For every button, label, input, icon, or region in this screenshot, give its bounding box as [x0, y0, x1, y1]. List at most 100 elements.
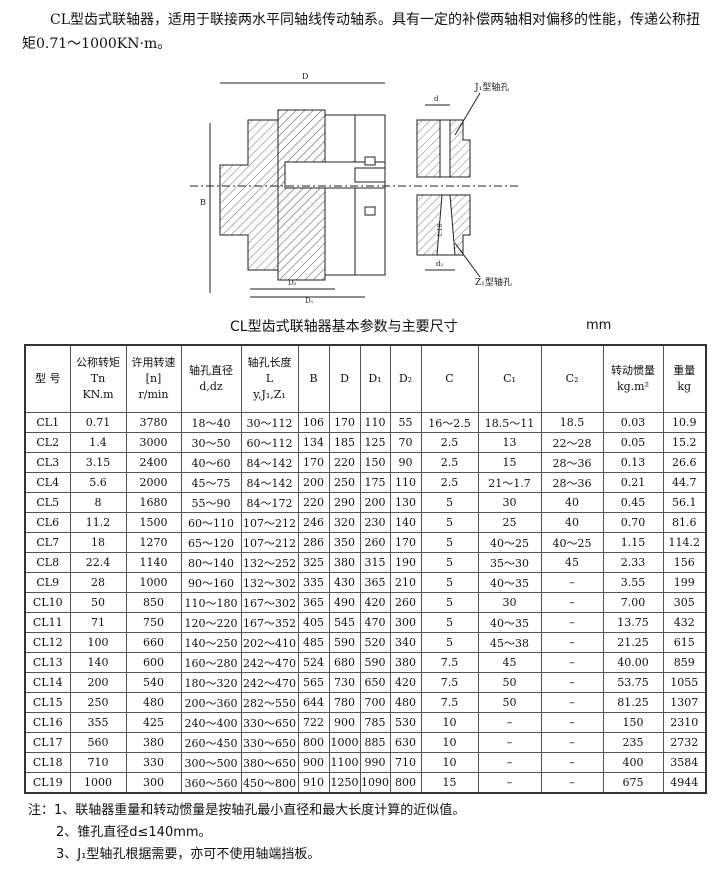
table-cell: 30～50: [180, 432, 242, 453]
table-cell: 242～470: [240, 652, 299, 673]
table-cell: 400: [602, 752, 664, 773]
table-cell: 5.6: [69, 472, 127, 493]
column-header-line: 轴孔直径: [189, 364, 233, 377]
column-header-line: kg: [677, 380, 692, 393]
table-cell: 11.2: [69, 512, 127, 533]
svg-text:D₁: D₁: [305, 297, 314, 305]
table-cell: 5: [420, 592, 479, 613]
note-2: 2、锥孔直径d≤140mm。: [56, 825, 212, 840]
table-cell: 246: [297, 512, 330, 533]
table-cell: 220: [328, 452, 361, 473]
table-cell: 1140: [125, 552, 182, 573]
table-cell: 235: [602, 732, 664, 753]
table-cell: 30～112: [240, 412, 299, 433]
note-3: 3、J₁型轴孔根据需要，亦可不使用轴端挡板。: [56, 847, 321, 862]
table-row: CL4 5.6 2000 45～75 84～142 200 250 175 110 2.5 21～1…: [24, 472, 707, 493]
table-cell: –: [540, 752, 604, 773]
table-cell: 140～250: [180, 632, 242, 653]
table-cell: 22.4: [69, 552, 127, 573]
table-cell: 40: [540, 492, 604, 513]
table-cell: 3.55: [602, 572, 664, 593]
svg-text:D: D: [302, 72, 308, 81]
table-cell: –: [540, 612, 604, 633]
table-cell: 2.5: [420, 472, 479, 493]
table-cell: 175: [359, 472, 391, 493]
table-cell: 150: [602, 712, 664, 733]
table-cell: –: [540, 572, 604, 593]
svg-text:d₂: d₂: [436, 260, 443, 268]
table-cell: 330～650: [240, 732, 299, 753]
table-cell: 565: [297, 672, 330, 693]
table-cell: CL15: [24, 692, 71, 713]
table-cell: 630: [389, 732, 422, 753]
table-cell: 420: [389, 672, 422, 693]
table-cell: 84～172: [240, 492, 299, 513]
table-cell: CL14: [24, 672, 71, 693]
table-row: CL10 50 850 110～180 167～302 365 490 420 260 5 30–7…: [24, 592, 707, 613]
column-header: 型 号: [24, 344, 71, 413]
table-cell: 800: [389, 772, 422, 794]
table-row: CL8 22.4 1140 80～140 132～252 325 380 315 190 5 35～…: [24, 552, 707, 573]
table-cell: CL18: [24, 752, 71, 773]
table-cell: 50: [477, 672, 542, 693]
table-cell: 0.13: [602, 452, 664, 473]
table-cell: 26.6: [662, 452, 707, 473]
table-cell: –: [540, 672, 604, 693]
table-cell: 10: [420, 732, 479, 753]
column-header-line: [n]: [145, 372, 162, 385]
table-cell: 330: [125, 752, 182, 773]
table-cell: –: [540, 732, 604, 753]
table-cell: 200～360: [180, 692, 242, 713]
table-cell: 10.9: [662, 412, 707, 433]
table-cell: 2.5: [420, 432, 479, 453]
table-cell: 615: [662, 632, 707, 653]
table-cell: 220: [297, 492, 330, 513]
table-cell: 1000: [69, 772, 127, 794]
column-header: C: [420, 344, 479, 413]
column-header-line: 公称转矩: [76, 356, 120, 369]
table-cell: 120～220: [180, 612, 242, 633]
column-header: D₁: [359, 344, 391, 413]
table-cell: 15.2: [662, 432, 707, 453]
column-header-line: 型 号: [35, 372, 61, 385]
table-cell: 320: [328, 512, 361, 533]
table-cell: 290: [328, 492, 361, 513]
table-cell: CL8: [24, 552, 71, 573]
table-cell: 13: [477, 432, 542, 453]
table-cell: 7.00: [602, 592, 664, 613]
table-cell: 5: [420, 532, 479, 553]
table-cell: CL2: [24, 432, 71, 453]
table-cell: 380: [328, 552, 361, 573]
table-cell: 30: [477, 592, 542, 613]
table-cell: 2.33: [602, 552, 664, 573]
table-cell: 180～320: [180, 672, 242, 693]
table-cell: 305: [662, 592, 707, 613]
table-cell: 990: [359, 752, 391, 773]
table-cell: 675: [602, 772, 664, 794]
table-cell: CL6: [24, 512, 71, 533]
table-cell: 380: [389, 652, 422, 673]
table-cell: 900: [328, 712, 361, 733]
table-cell: 140: [69, 652, 127, 673]
table-cell: 44.7: [662, 472, 707, 493]
table-cell: CL17: [24, 732, 71, 753]
table-cell: 65～120: [180, 532, 242, 553]
table-cell: 40～25: [540, 532, 604, 553]
table-cell: 325: [297, 552, 330, 573]
table-cell: 40～35: [477, 612, 542, 633]
table-cell: 0.05: [602, 432, 664, 453]
table-cell: 530: [389, 712, 422, 733]
table-cell: 1307: [662, 692, 707, 713]
table-cell: 22～28: [540, 432, 604, 453]
table-cell: 84～142: [240, 452, 299, 473]
table-row: CL1 0.71 3780 18～40 30～112 106 170 110 55 16～2.5 1…: [24, 412, 707, 433]
table-cell: 590: [328, 632, 361, 653]
table-cell: 202～410: [240, 632, 299, 653]
column-header-line: D: [340, 372, 349, 385]
column-header: D: [328, 344, 361, 413]
table-cell: 80～140: [180, 552, 242, 573]
table-cell: 18.5: [540, 412, 604, 433]
table-cell: 10: [420, 752, 479, 773]
column-header-line: 轴孔长度: [247, 356, 292, 369]
table-cell: 200: [69, 672, 127, 693]
